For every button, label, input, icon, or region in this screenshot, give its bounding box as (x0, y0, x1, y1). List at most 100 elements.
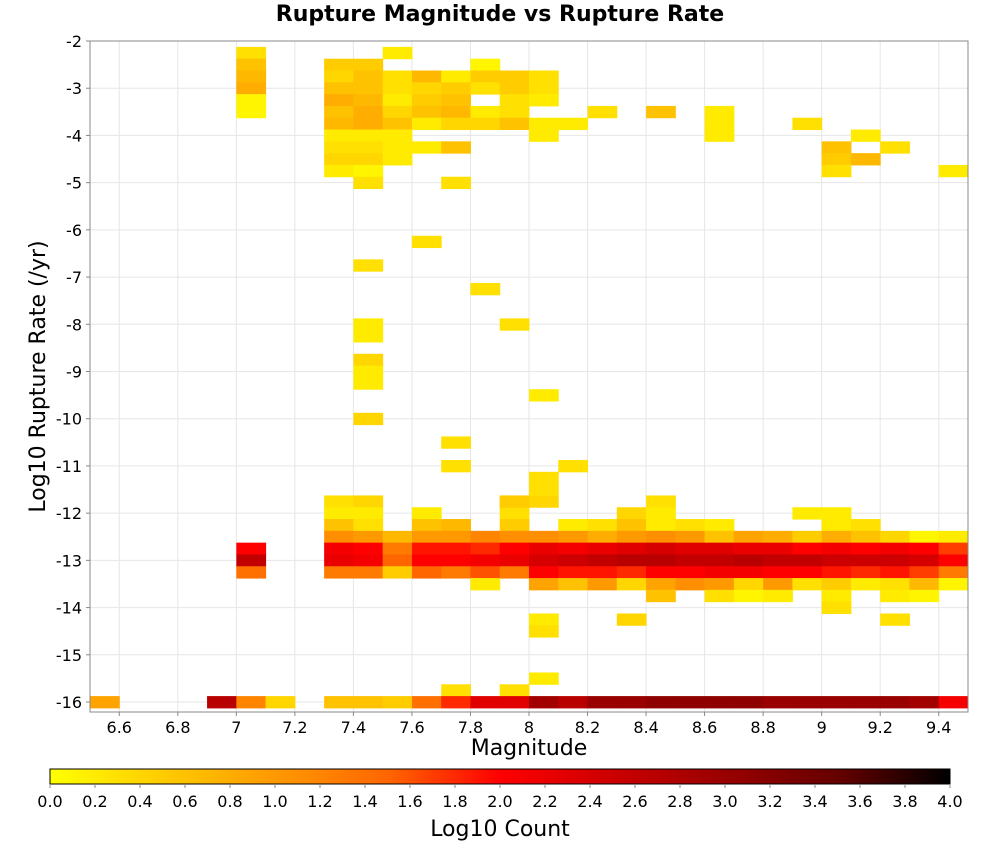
heatmap-cell (470, 282, 501, 296)
heatmap-cell (821, 554, 852, 567)
heatmap-cell (499, 566, 530, 579)
heatmap-cell (353, 519, 384, 532)
heatmap-cell (411, 117, 442, 131)
heatmap-cell (909, 542, 940, 555)
heatmap-cell (353, 259, 384, 272)
heatmap-cell (236, 46, 267, 60)
heatmap-cell (470, 58, 501, 72)
heatmap-cell (353, 365, 384, 378)
heatmap-cell (909, 566, 940, 579)
heatmap-cell (558, 578, 589, 591)
colorbar-tick-label: 4.0 (937, 792, 962, 811)
heatmap-cell (353, 507, 384, 520)
heatmap-cell (792, 696, 823, 709)
heatmap-cell (499, 105, 530, 119)
y-tick-label: -8 (66, 315, 82, 334)
heatmap-cell (236, 58, 267, 72)
heatmap-cell (470, 696, 501, 709)
heatmap-cell (499, 117, 530, 131)
heatmap-cell (382, 117, 413, 131)
heatmap-cell (733, 542, 764, 555)
heatmap-cell (675, 578, 706, 591)
heatmap-cell (880, 530, 910, 544)
heatmap-cell (646, 566, 676, 579)
heatmap-cell (382, 129, 413, 142)
heatmap-cell (733, 578, 764, 591)
heatmap-cell (353, 94, 384, 107)
heatmap-cell (616, 519, 647, 532)
heatmap-cell (792, 578, 823, 591)
heatmap-cell (499, 554, 530, 567)
heatmap-cell (616, 613, 647, 626)
heatmap-cell (704, 696, 735, 709)
heatmap-cell (411, 507, 442, 520)
heatmap-cell (441, 141, 471, 154)
heatmap-cell (704, 578, 735, 591)
heatmap-cell (441, 176, 471, 190)
y-tick-label: -16 (56, 693, 82, 712)
heatmap-cell (558, 554, 589, 567)
colorbar-tick-label: 3.2 (757, 792, 782, 811)
heatmap-cell (411, 141, 442, 154)
heatmap-cell (324, 153, 354, 166)
heatmap-cell (324, 141, 354, 154)
heatmap-cell (353, 542, 384, 555)
heatmap-cell (704, 542, 735, 555)
heatmap-cell (821, 164, 852, 178)
heatmap-cell (909, 696, 940, 709)
x-tick-label: 6.8 (165, 718, 190, 737)
heatmap-cell (411, 530, 442, 544)
colorbar-tick-label: 3.4 (802, 792, 827, 811)
heatmap-cell (558, 542, 589, 555)
heatmap-cell (646, 554, 676, 567)
heatmap-cell (324, 554, 354, 567)
heatmap-cell (529, 94, 559, 107)
x-tick-label: 9.2 (867, 718, 892, 737)
heatmap-cell (353, 153, 384, 166)
heatmap-cell (353, 58, 384, 72)
colorbar-tick-label: 0.6 (172, 792, 197, 811)
heatmap-cell (353, 377, 384, 390)
heatmap-cell (850, 542, 881, 555)
heatmap-cell (324, 129, 354, 142)
heatmap-cell (411, 696, 442, 709)
heatmap-cell (733, 589, 764, 603)
heatmap-cell (587, 578, 618, 591)
heatmap-cell (938, 578, 969, 591)
heatmap-cell (558, 530, 589, 544)
heatmap-cell (353, 318, 384, 331)
y-tick-label: -14 (56, 599, 82, 618)
colorbar-title: Log10 Count (430, 817, 570, 842)
heatmap-cell (324, 117, 354, 131)
heatmap-cell (382, 554, 413, 567)
y-tick-label: -7 (66, 268, 82, 287)
heatmap-cell (529, 495, 559, 508)
heatmap-cell (616, 542, 647, 555)
heatmap-cell (382, 82, 413, 95)
y-tick-label: -10 (56, 410, 82, 429)
heatmap-cell (353, 82, 384, 95)
heatmap-cell (441, 684, 471, 697)
heatmap-cell (880, 141, 910, 154)
heatmap-cell (441, 94, 471, 107)
heatmap-cell (441, 460, 471, 473)
heatmap-cell (411, 82, 442, 95)
heatmap-cell (441, 117, 471, 131)
heatmap-cell (850, 578, 881, 591)
x-tick-label: 8.2 (575, 718, 600, 737)
heatmap-cell (236, 82, 267, 95)
heatmap-cells (90, 46, 969, 709)
colorbar-tick-label: 2.8 (667, 792, 692, 811)
heatmap-cell (616, 566, 647, 579)
colorbar-tick-label: 2.4 (577, 792, 602, 811)
colorbar-tick-label: 1.6 (397, 792, 422, 811)
x-tick-label: 7.4 (341, 718, 366, 737)
chart-title: Rupture Magnitude vs Rupture Rate (275, 2, 725, 27)
heatmap-cell (499, 70, 530, 83)
heatmap-cell (880, 578, 910, 591)
heatmap-cell (236, 554, 267, 567)
heatmap-cell (529, 542, 559, 555)
heatmap-cell (821, 507, 852, 520)
heatmap-cell (324, 566, 354, 579)
